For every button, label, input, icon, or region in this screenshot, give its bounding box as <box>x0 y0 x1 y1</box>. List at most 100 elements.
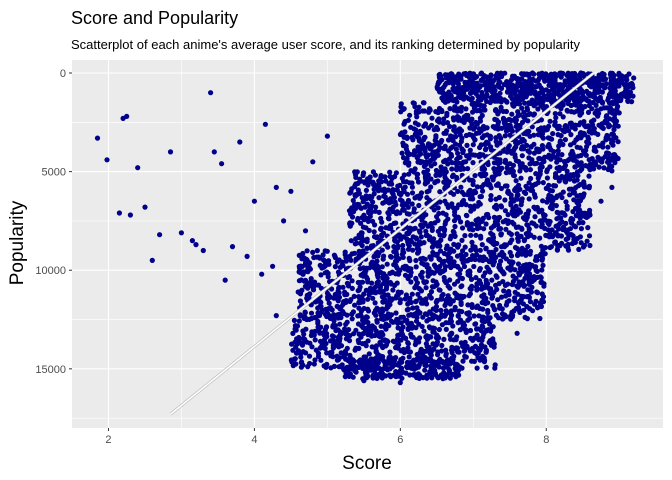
data-point <box>461 119 467 125</box>
data-point <box>399 150 405 156</box>
data-point <box>434 334 440 340</box>
data-point <box>308 310 315 316</box>
data-point <box>513 203 519 209</box>
data-point <box>460 248 466 254</box>
data-point <box>583 152 589 158</box>
data-point <box>442 312 449 318</box>
data-point <box>429 227 435 233</box>
data-point <box>349 278 355 284</box>
data-point <box>528 175 534 182</box>
data-point <box>438 88 444 94</box>
data-point <box>437 172 443 178</box>
data-point <box>457 154 463 160</box>
data-point <box>376 178 382 184</box>
data-point <box>273 313 279 319</box>
data-point <box>607 85 613 91</box>
data-point <box>353 236 359 242</box>
data-point <box>623 87 630 93</box>
data-point <box>444 120 451 126</box>
data-point <box>582 213 588 220</box>
data-point <box>494 240 500 247</box>
data-point <box>377 330 383 336</box>
data-point <box>473 321 479 327</box>
data-point <box>383 286 389 292</box>
data-point <box>302 277 309 283</box>
data-point <box>365 359 371 365</box>
data-point <box>502 133 508 139</box>
data-point <box>293 350 300 356</box>
data-point <box>476 313 482 319</box>
data-point <box>386 299 392 305</box>
data-point <box>502 70 508 76</box>
data-point <box>222 277 228 283</box>
data-point <box>429 269 435 275</box>
data-point <box>315 324 321 330</box>
data-point <box>441 233 447 239</box>
data-point <box>366 292 372 298</box>
data-point <box>423 299 429 305</box>
data-point <box>506 190 512 197</box>
data-point <box>389 175 395 181</box>
data-point <box>379 219 385 225</box>
data-point <box>479 242 485 248</box>
data-point <box>539 207 545 213</box>
data-point <box>485 161 491 168</box>
data-point <box>604 150 610 156</box>
data-point <box>477 247 483 253</box>
data-point <box>460 358 466 364</box>
data-point <box>315 353 322 359</box>
data-point <box>529 184 535 191</box>
data-point <box>500 108 506 114</box>
data-point <box>417 229 423 235</box>
data-point <box>344 319 350 325</box>
data-point <box>499 316 506 322</box>
data-point <box>305 285 311 291</box>
data-point <box>367 174 373 180</box>
data-point <box>527 167 534 173</box>
data-point <box>495 215 501 221</box>
data-point <box>347 352 353 358</box>
data-point <box>494 206 500 212</box>
data-point <box>356 358 362 365</box>
data-point <box>568 109 574 115</box>
data-point <box>505 281 511 287</box>
data-point <box>499 306 505 312</box>
data-point <box>344 345 350 351</box>
data-point <box>472 188 478 194</box>
data-point <box>360 317 366 323</box>
data-point <box>376 209 382 215</box>
data-point <box>515 140 521 146</box>
data-point <box>360 172 366 178</box>
data-point <box>554 216 560 222</box>
data-point <box>445 357 451 363</box>
data-point <box>565 175 571 182</box>
data-point <box>552 183 559 189</box>
data-point <box>385 311 391 317</box>
data-point <box>469 304 475 310</box>
data-point <box>481 355 487 361</box>
data-point <box>470 152 476 158</box>
data-point <box>503 217 509 223</box>
data-point <box>425 356 431 362</box>
data-point <box>378 373 385 380</box>
data-point <box>558 74 564 80</box>
data-point <box>449 166 455 172</box>
data-point <box>448 263 454 269</box>
data-point <box>458 76 464 82</box>
data-point <box>437 248 444 254</box>
data-point <box>473 275 479 281</box>
data-point <box>452 206 458 212</box>
data-point <box>509 111 515 117</box>
data-point <box>445 98 451 104</box>
data-point <box>555 148 561 154</box>
data-point <box>424 375 430 381</box>
data-point <box>361 378 367 384</box>
data-point <box>525 243 531 250</box>
data-point <box>540 180 546 186</box>
data-point <box>523 167 529 173</box>
data-point <box>620 75 626 81</box>
data-point <box>346 274 353 280</box>
data-point <box>458 252 464 258</box>
data-point <box>414 305 420 311</box>
data-point <box>462 79 468 85</box>
